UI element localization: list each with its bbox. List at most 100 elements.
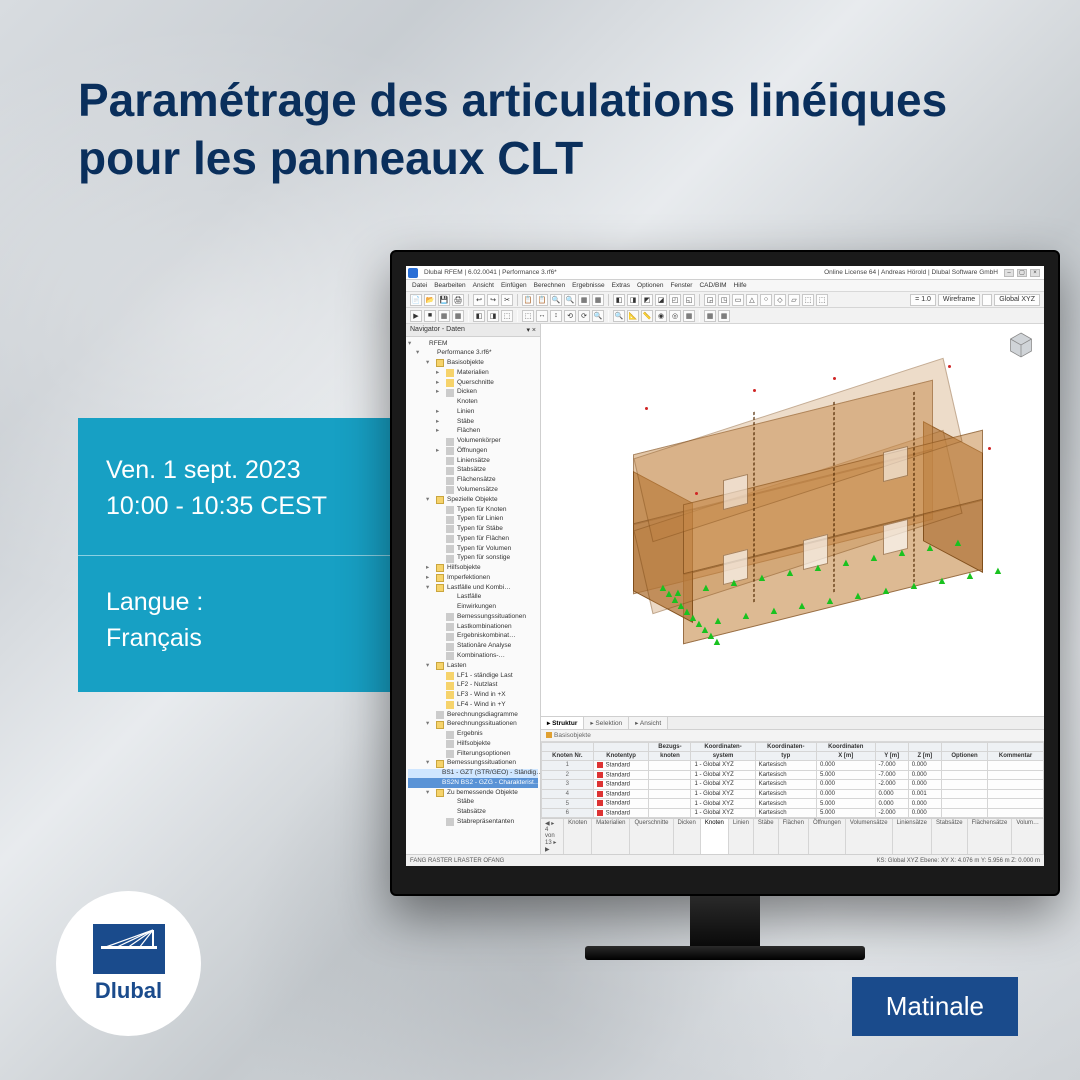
bottom-tab[interactable]: Flächen xyxy=(779,819,809,854)
toolbar-button[interactable]: ⟲ xyxy=(564,310,576,322)
menu-bearbeiten[interactable]: Bearbeiten xyxy=(434,282,465,289)
table-tab[interactable]: ▸ Selektion xyxy=(584,717,629,729)
menu-cad/bim[interactable]: CAD/BIM xyxy=(699,282,726,289)
tree-item[interactable]: Einwirkungen xyxy=(408,603,538,613)
bottom-tab[interactable]: Linien xyxy=(729,819,754,854)
tree-item[interactable]: Typen für Volumen xyxy=(408,544,538,554)
tree-item[interactable]: ▾Lasten xyxy=(408,661,538,671)
data-table[interactable]: Bezugs-Koordinaten-Koordinaten-Koordinat… xyxy=(541,742,1044,818)
toolbar-button[interactable]: ↪ xyxy=(487,294,499,306)
table-pager[interactable]: ◀ ▸ 4 von 13 ▸ ▶ xyxy=(541,819,564,854)
toolbar-button[interactable]: ✂ xyxy=(501,294,513,306)
bottom-tab[interactable]: Stäbe xyxy=(754,819,779,854)
tree-item[interactable]: ▸Linien xyxy=(408,407,538,417)
toolbar-button[interactable]: ↩ xyxy=(473,294,485,306)
bottom-tab[interactable]: Dicken xyxy=(674,819,701,854)
tree-item[interactable]: Ergebnis xyxy=(408,730,538,740)
bottom-tab[interactable]: Öffnungen xyxy=(809,819,846,854)
toolbar-button[interactable]: ▱ xyxy=(788,294,800,306)
tree-item[interactable]: LF2 - Nutzlast xyxy=(408,681,538,691)
toolbar-secondary[interactable]: ▶■▦▦◧◨⬚⬚↔↕⟲⟳🔍🔍📐📏◉◎▦▦▦ xyxy=(406,308,1044,324)
tree-item[interactable]: BS2N BS2 - GZG - Charakterist… xyxy=(408,778,538,788)
tree-item[interactable]: Berechnungsdiagramme xyxy=(408,710,538,720)
tree-item[interactable]: Bemessungssituationen xyxy=(408,612,538,622)
data-grid[interactable]: Bezugs-Koordinaten-Koordinaten-Koordinat… xyxy=(541,742,1044,818)
bottom-tab[interactable]: Materialien xyxy=(592,819,630,854)
toolbar-button[interactable]: 📋 xyxy=(522,294,534,306)
tree-item[interactable]: Filterungsoptionen xyxy=(408,749,538,759)
menu-datei[interactable]: Datei xyxy=(412,282,427,289)
toolbar-button[interactable]: 📄 xyxy=(410,294,422,306)
toolbar-button[interactable]: ◩ xyxy=(641,294,653,306)
toolbar-button[interactable]: 🔍 xyxy=(613,310,625,322)
tree-item[interactable]: ▾Basisobjekte xyxy=(408,359,538,369)
table-row[interactable]: 5Standard1 - Global XYZKartesisch5.0000.… xyxy=(542,799,1044,809)
toolbar-button[interactable]: ◪ xyxy=(655,294,667,306)
tree-item[interactable]: ▸Materialien xyxy=(408,368,538,378)
tree-item[interactable]: Stäbe xyxy=(408,798,538,808)
toolbar-button[interactable]: ⬚ xyxy=(522,310,534,322)
toolbar-field[interactable] xyxy=(982,294,992,306)
toolbar-button[interactable]: 📋 xyxy=(536,294,548,306)
table-row[interactable]: 2Standard1 - Global XYZKartesisch5.000-7… xyxy=(542,770,1044,780)
toolbar-button[interactable]: ◎ xyxy=(669,310,681,322)
toolbar-button[interactable]: ⟳ xyxy=(578,310,590,322)
tree-item[interactable]: ▾Lastfälle und Kombi… xyxy=(408,583,538,593)
toolbar-button[interactable]: ▦ xyxy=(592,294,604,306)
toolbar-button[interactable]: ◉ xyxy=(655,310,667,322)
tree-item[interactable]: Ergebniskombinat… xyxy=(408,632,538,642)
toolbar-button[interactable]: 🖨 xyxy=(452,294,464,306)
toolbar-button[interactable]: 🔍 xyxy=(550,294,562,306)
toolbar-button[interactable]: ⬚ xyxy=(816,294,828,306)
tree-item[interactable]: ▾Berechnungssituationen xyxy=(408,720,538,730)
tree-item[interactable]: Kombinations-… xyxy=(408,652,538,662)
tree-item[interactable]: Knoten xyxy=(408,398,538,408)
tree-item[interactable]: ▾Zu bemessende Objekte xyxy=(408,788,538,798)
toolbar-primary[interactable]: 📄📂💾🖨↩↪✂📋📋🔍🔍▦▦◧◨◩◪◰◱◲◳▭△○◇▱⬚⬚= 1.0Wirefra… xyxy=(406,292,1044,308)
menu-hilfe[interactable]: Hilfe xyxy=(734,282,747,289)
tree-item[interactable]: ▾Performance 3.rf6* xyxy=(408,349,538,359)
tree-item[interactable]: Typen für Linien xyxy=(408,515,538,525)
toolbar-button[interactable]: ◧ xyxy=(473,310,485,322)
tree-item[interactable]: ▸Stäbe xyxy=(408,417,538,427)
menu-ansicht[interactable]: Ansicht xyxy=(473,282,494,289)
tree-item[interactable]: Stabsätze xyxy=(408,466,538,476)
table-subtabs[interactable]: Basisobjekte xyxy=(541,730,1044,742)
toolbar-button[interactable]: ▦ xyxy=(578,294,590,306)
toolbar-button[interactable]: 💾 xyxy=(438,294,450,306)
bottom-tab[interactable]: Volum… xyxy=(1012,819,1044,854)
bottom-tab[interactable]: Querschnitte xyxy=(630,819,673,854)
tree-item[interactable]: Typen für Knoten xyxy=(408,505,538,515)
tree-item[interactable]: ▸Querschnitte xyxy=(408,378,538,388)
tree-item[interactable]: Stationäre Analyse xyxy=(408,642,538,652)
toolbar-button[interactable]: ◨ xyxy=(487,310,499,322)
bottom-tab[interactable]: Knoten xyxy=(701,819,729,854)
tree-item[interactable]: LF4 - Wind in +Y xyxy=(408,700,538,710)
tree-item[interactable]: Stabsätze xyxy=(408,808,538,818)
toolbar-button[interactable]: ↔ xyxy=(536,310,548,322)
tree-item[interactable]: Flächensätze xyxy=(408,476,538,486)
toolbar-button[interactable]: 📐 xyxy=(627,310,639,322)
tree-item[interactable]: ▸Flächen xyxy=(408,427,538,437)
toolbar-button[interactable]: 📏 xyxy=(641,310,653,322)
toolbar-button[interactable]: △ xyxy=(746,294,758,306)
table-row[interactable]: 4Standard1 - Global XYZKartesisch0.0000.… xyxy=(542,789,1044,799)
window-minimize-button[interactable]: – xyxy=(1004,269,1014,277)
navigator-panel[interactable]: Navigator - Daten ▾ × ▾RFEM▾Performance … xyxy=(406,324,541,854)
table-tabs[interactable]: ▸ Struktur▸ Selektion▸ Ansicht xyxy=(541,717,1044,730)
toolbar-button[interactable]: ▦ xyxy=(452,310,464,322)
tree-item[interactable]: ▸Dicken xyxy=(408,388,538,398)
toolbar-button[interactable]: ▶ xyxy=(410,310,422,322)
toolbar-field[interactable]: Global XYZ xyxy=(994,294,1040,306)
tree-item[interactable]: Typen für Flächen xyxy=(408,534,538,544)
view-cube-icon[interactable] xyxy=(1006,330,1036,360)
toolbar-field[interactable]: = 1.0 xyxy=(910,294,936,306)
bottom-tab[interactable]: Liniensätze xyxy=(893,819,932,854)
tree-item[interactable]: Lastkombinationen xyxy=(408,622,538,632)
menu-fenster[interactable]: Fenster xyxy=(670,282,692,289)
toolbar-button[interactable]: ▦ xyxy=(718,310,730,322)
table-tab[interactable]: ▸ Ansicht xyxy=(629,717,668,729)
viewport-3d[interactable]: ▲▲▲▲▲▲▲▲▲▲▲▲▲▲▲▲▲▲▲▲▲▲▲▲▲▲▲▲▲▲▲▲ xyxy=(541,324,1044,716)
tree-item[interactable]: LF3 - Wind in +X xyxy=(408,691,538,701)
toolbar-button[interactable]: ◰ xyxy=(669,294,681,306)
